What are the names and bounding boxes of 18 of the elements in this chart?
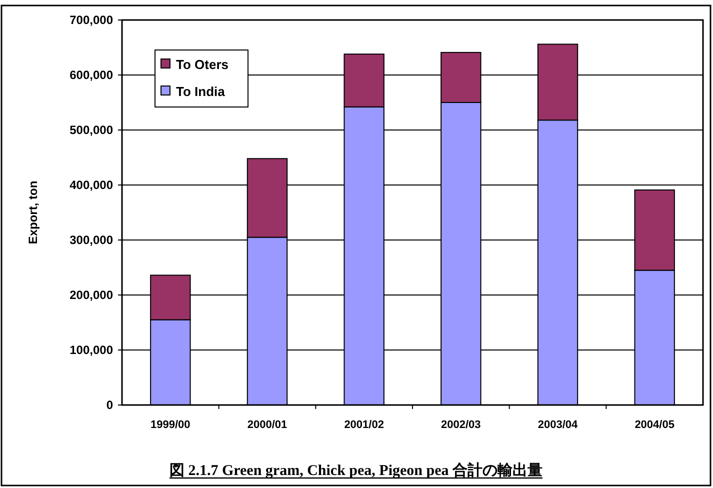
y-tick-label: 600,000 bbox=[70, 68, 114, 82]
y-tick-label: 700,000 bbox=[70, 13, 114, 27]
y-axis-title: Export, ton bbox=[26, 180, 40, 244]
y-tick-label: 0 bbox=[106, 398, 114, 412]
x-tick-label: 2003/04 bbox=[538, 419, 579, 431]
y-tick-label: 500,000 bbox=[70, 123, 114, 137]
x-tick-label: 1999/00 bbox=[150, 419, 190, 431]
x-tick-label: 2001/02 bbox=[344, 419, 384, 431]
text: 図 2.1.7 Green gram, Chick pea, Pigeon pea 合計の輸出量 bbox=[169, 462, 543, 479]
legend-label: To India bbox=[176, 84, 226, 99]
y-tick-label: 300,000 bbox=[70, 233, 114, 247]
legend-label: To Oters bbox=[176, 57, 228, 72]
y-tick-label: 100,000 bbox=[70, 343, 114, 357]
x-tick-label: 2000/01 bbox=[247, 419, 288, 431]
y-tick-label: 400,000 bbox=[70, 178, 114, 192]
x-tick-label: 2004/05 bbox=[634, 419, 674, 431]
x-tick-label: 2002/03 bbox=[441, 419, 481, 431]
y-tick-label: 200,000 bbox=[70, 288, 114, 302]
